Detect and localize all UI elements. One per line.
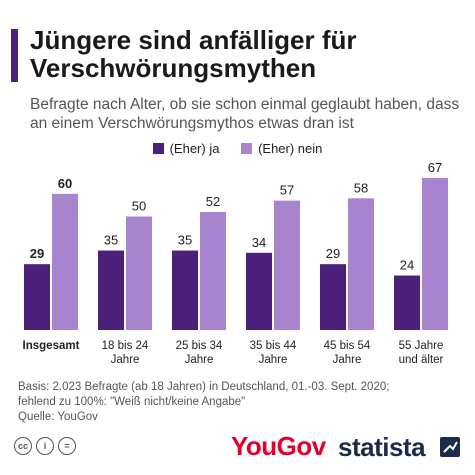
data-label-nein-4: 58 — [354, 180, 368, 195]
statista-mark-icon — [440, 437, 460, 457]
bar-nein-2 — [200, 211, 226, 330]
data-label-nein-1: 50 — [132, 199, 146, 214]
bar-ja-4 — [320, 264, 346, 330]
category-label-1: 18 bis 24 — [102, 340, 149, 352]
footnote: Basis: 2.023 Befragte (ab 18 Jahren) in … — [18, 380, 458, 425]
category-label-3: Jahre — [259, 354, 288, 366]
legend: (Eher) ja (Eher) nein — [0, 141, 475, 157]
category-label-4: Jahre — [333, 354, 362, 366]
bar-nein-5 — [422, 177, 448, 330]
license-icons: cc i = — [14, 437, 80, 455]
category-label-2: 25 bis 34 — [176, 340, 223, 352]
bar-ja-2 — [172, 250, 198, 330]
footer: cc i = YouGov statista — [0, 430, 475, 475]
data-label-nein-5: 67 — [428, 160, 442, 175]
legend-item-nein: (Eher) nein — [241, 141, 322, 156]
legend-swatch-nein — [241, 143, 253, 154]
bar-chart: 29 60 Insgesamt 35 50 18 bis 24 Jahre 35 52 25 bi… — [23, 160, 448, 366]
data-label-nein-2: 52 — [206, 194, 220, 209]
category-label-2: Jahre — [185, 354, 214, 366]
data-label-nein-3: 57 — [280, 183, 294, 198]
legend-item-ja: (Eher) ja — [152, 141, 220, 156]
category-label-5: 55 Jahre — [399, 340, 444, 352]
cc-icon[interactable]: cc — [14, 437, 32, 455]
footnote-source: Quelle: YouGov — [18, 411, 98, 423]
bar-ja-0 — [24, 264, 50, 330]
bar-ja-5 — [394, 275, 420, 330]
data-label-ja-1: 35 — [104, 233, 118, 248]
data-label-ja-3: 34 — [252, 235, 266, 250]
by-icon[interactable]: i — [36, 437, 54, 455]
chart-title: Jüngere sind anfälliger für Verschwörung… — [30, 25, 357, 83]
data-label-ja-4: 29 — [326, 246, 340, 261]
data-label-nein-0: 60 — [58, 176, 72, 191]
bar-nein-1 — [126, 216, 152, 330]
bar-ja-1 — [98, 250, 124, 330]
data-label-ja-5: 24 — [400, 258, 414, 273]
footnote-missing: fehlend zu 100%: "Weiß nicht/keine Angab… — [18, 396, 246, 408]
legend-swatch-ja — [152, 143, 164, 154]
category-label-5: und älter — [399, 354, 444, 366]
legend-label-ja: (Eher) ja — [169, 141, 220, 156]
category-label-4: 45 bis 54 — [324, 340, 371, 352]
legend-label-nein: (Eher) nein — [258, 141, 323, 156]
data-label-ja-2: 35 — [178, 233, 192, 248]
nd-icon[interactable]: = — [58, 437, 76, 455]
category-label-3: 35 bis 44 — [250, 340, 297, 352]
bar-nein-0 — [52, 193, 78, 330]
category-label-1: Jahre — [111, 354, 140, 366]
bar-nein-4 — [348, 198, 374, 330]
footnote-basis: Basis: 2.023 Befragte (ab 18 Jahren) in … — [18, 381, 390, 393]
chart-subtitle: Befragte nach Alter, ob sie schon einmal… — [30, 96, 460, 132]
category-label-0: Insgesamt — [23, 340, 80, 352]
statista-logo[interactable]: statista — [338, 432, 426, 462]
title-accent-bar — [11, 29, 18, 82]
data-label-ja-0: 29 — [30, 246, 44, 261]
bar-ja-3 — [246, 252, 272, 330]
bar-nein-3 — [274, 200, 300, 330]
yougov-logo[interactable]: YouGov — [231, 431, 326, 461]
